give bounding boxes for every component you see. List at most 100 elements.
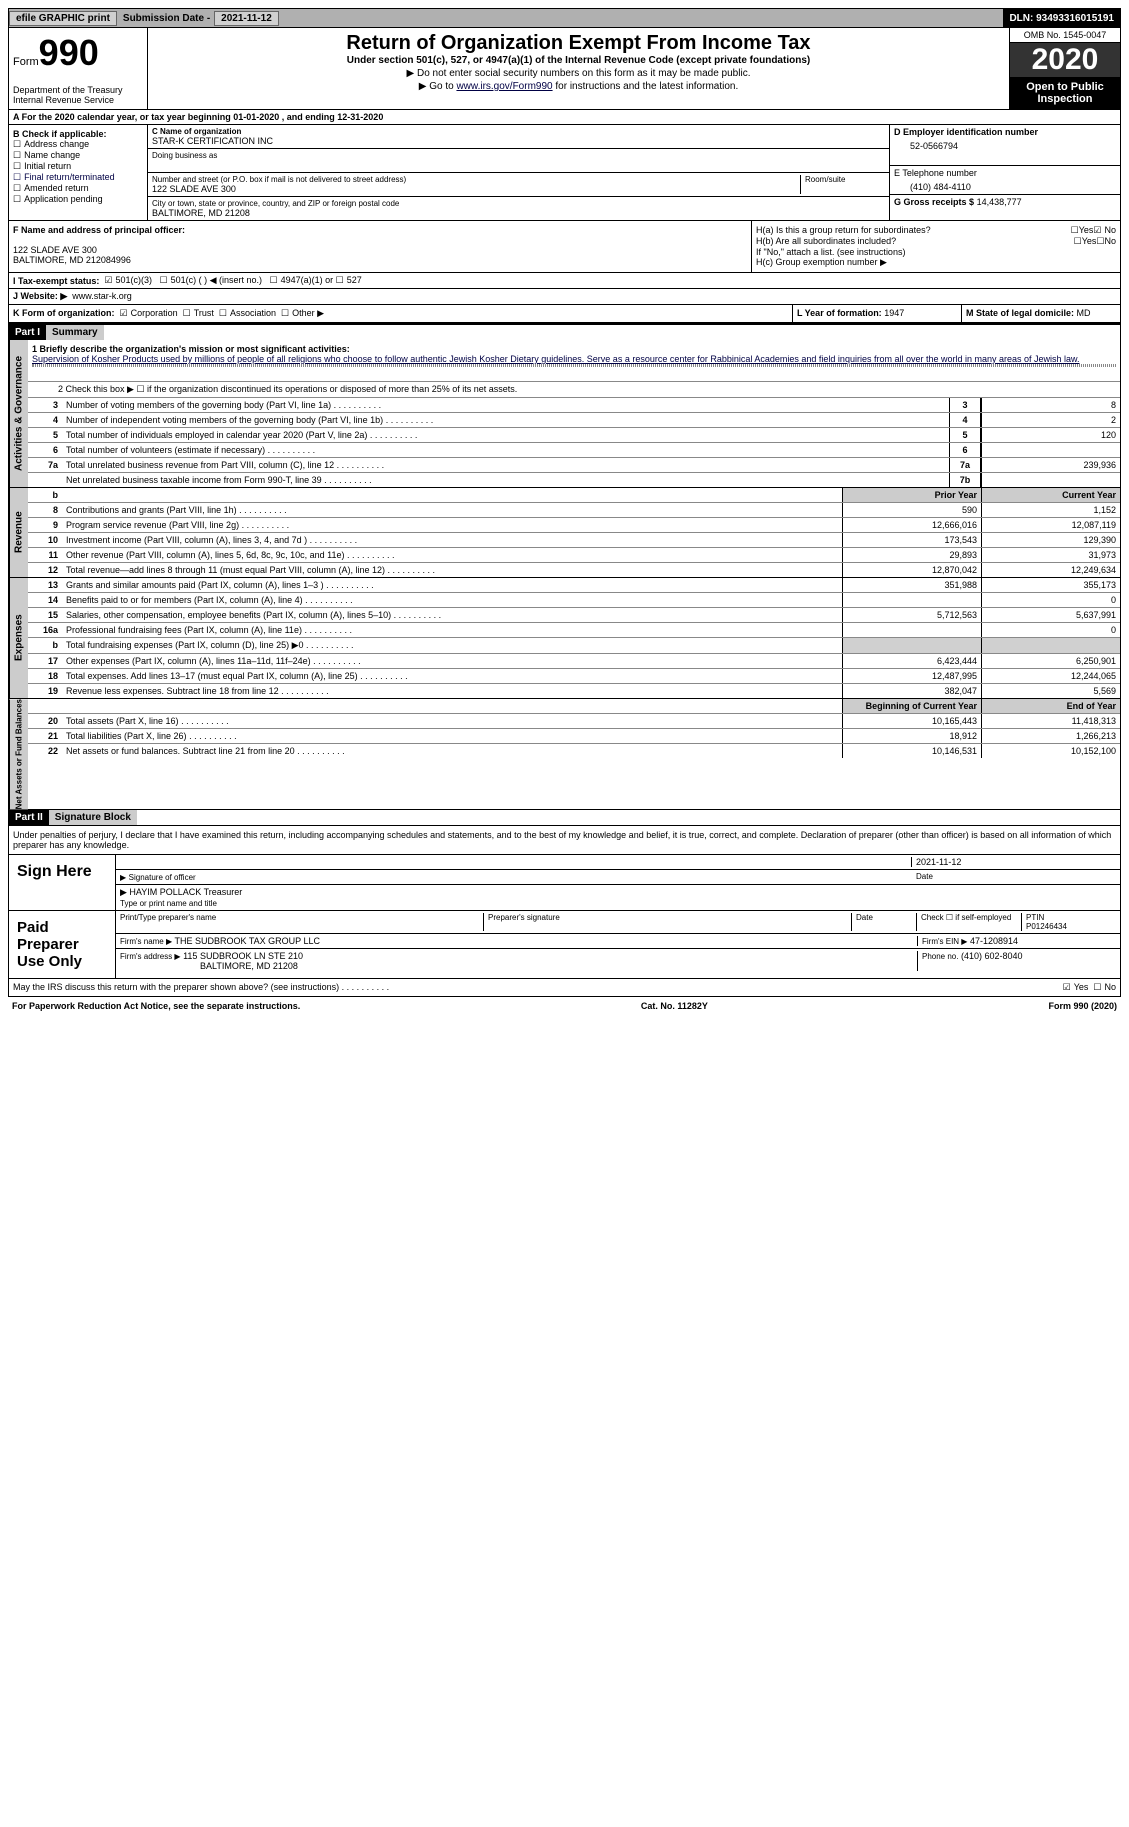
subdate-btn[interactable]: 2021-11-12	[214, 11, 279, 26]
b-name-change[interactable]: Name change	[13, 150, 143, 161]
perjury-text: Under penalties of perjury, I declare th…	[9, 826, 1120, 854]
line-desc: Total fundraising expenses (Part IX, col…	[62, 638, 842, 653]
b-pending[interactable]: Application pending	[13, 194, 143, 205]
i-527[interactable]: 527	[336, 275, 362, 286]
col-d-e-g: D Employer identification number 52-0566…	[889, 125, 1120, 220]
curr-val: 12,244,065	[981, 669, 1120, 683]
k-corp[interactable]: Corporation	[120, 308, 178, 318]
addr-box: Number and street (or P.O. box if mail i…	[148, 173, 889, 197]
firm-label: Firm's name ▶	[120, 937, 172, 946]
cat-no: Cat. No. 11282Y	[641, 1001, 708, 1011]
irs-link[interactable]: www.irs.gov/Form990	[456, 81, 552, 92]
line-num: 7a	[28, 458, 62, 472]
prior-val	[842, 593, 981, 607]
form-label: Form990	[13, 32, 143, 74]
line-desc: Salaries, other compensation, employee b…	[62, 608, 842, 622]
line-num: 4	[28, 413, 62, 427]
line-desc: Total number of volunteers (estimate if …	[62, 443, 949, 457]
line-desc: Grants and similar amounts paid (Part IX…	[62, 578, 842, 592]
eoy-hdr: End of Year	[981, 699, 1120, 713]
hb-no[interactable]: ☐No	[1096, 236, 1116, 247]
line-num: 9	[28, 518, 62, 532]
boy-val: 10,165,443	[842, 714, 981, 728]
room-label: Room/suite	[800, 175, 885, 194]
city-box: City or town, state or province, country…	[148, 197, 889, 220]
ein-value: 52-0566794	[894, 137, 1116, 151]
line-desc: Benefits paid to or for members (Part IX…	[62, 593, 842, 607]
discuss-text: May the IRS discuss this return with the…	[13, 982, 1063, 993]
discuss-no[interactable]: No	[1093, 982, 1116, 993]
k-assoc[interactable]: Association	[219, 308, 276, 318]
note2-post: for instructions and the latest informat…	[553, 81, 739, 92]
l-value: 1947	[884, 308, 904, 318]
header: Form990 Department of the Treasury Inter…	[8, 28, 1121, 110]
city-label: City or town, state or province, country…	[152, 199, 885, 208]
line-desc: Total unrelated business revenue from Pa…	[62, 458, 949, 472]
header-left: Form990 Department of the Treasury Inter…	[9, 28, 148, 109]
prior-val: 173,543	[842, 533, 981, 547]
sig-of-label: Signature of officer	[129, 873, 196, 882]
i-4947[interactable]: 4947(a)(1) or	[270, 275, 334, 286]
k-trust[interactable]: Trust	[183, 308, 214, 318]
line-desc: Total expenses. Add lines 13–17 (must eq…	[62, 669, 842, 683]
firm-name: THE SUDBROOK TAX GROUP LLC	[174, 936, 320, 946]
line-desc: Other revenue (Part VIII, column (A), li…	[62, 548, 842, 562]
curr-val: 12,249,634	[981, 563, 1120, 577]
firm-addr: 115 SUDBROOK LN STE 210	[183, 951, 303, 961]
line-desc: Revenue less expenses. Subtract line 18 …	[62, 684, 842, 698]
ha-yes[interactable]: ☐Yes	[1071, 225, 1094, 236]
sign-here-row: Sign Here 2021-11-12 ▶ Signature of offi…	[9, 854, 1120, 910]
efile-btn[interactable]: efile GRAPHIC print	[9, 11, 117, 26]
q1-text: Supervision of Kosher Products used by m…	[32, 354, 1116, 364]
line-desc: Net assets or fund balances. Subtract li…	[62, 744, 842, 758]
ha-no[interactable]: No	[1093, 225, 1116, 236]
part1: Part ISummary Activities & Governance 1 …	[8, 323, 1121, 810]
b-final[interactable]: Final return/terminated	[13, 172, 143, 183]
line-num: 20	[28, 714, 62, 728]
firm-addr-label: Firm's address ▶	[120, 952, 181, 961]
ptin-value: P01246434	[1026, 922, 1067, 931]
line-num: 6	[28, 443, 62, 457]
part2-title: Signature Block	[49, 810, 137, 825]
line-desc: Total number of individuals employed in …	[62, 428, 949, 442]
line-num: 17	[28, 654, 62, 668]
paid-label: Paid Preparer Use Only	[9, 911, 116, 978]
i-label: I Tax-exempt status:	[13, 276, 99, 286]
prep-self[interactable]: Check ☐ if self-employed	[916, 913, 1021, 931]
hb-yes[interactable]: ☐Yes	[1074, 236, 1097, 247]
line-num: 3	[28, 398, 62, 412]
curr-val: 355,173	[981, 578, 1120, 592]
i-501c3[interactable]: 501(c)(3)	[104, 275, 152, 286]
line-ref: 4	[949, 413, 981, 427]
sig-name-label: Type or print name and title	[120, 899, 217, 908]
i-501c[interactable]: 501(c) ( ) ◀ (insert no.)	[159, 275, 262, 286]
section-h: H(a) Is this a group return for subordin…	[751, 221, 1120, 272]
phone-value: (410) 602-8040	[961, 951, 1023, 961]
section-f-h: F Name and address of principal officer:…	[8, 221, 1121, 273]
top-bar: efile GRAPHIC print Submission Date - 20…	[8, 8, 1121, 28]
line-desc: Total revenue—add lines 8 through 11 (mu…	[62, 563, 842, 577]
line-val	[981, 443, 1120, 457]
prior-hdr: Prior Year	[842, 488, 981, 502]
b-initial[interactable]: Initial return	[13, 161, 143, 172]
note-link: ▶ Go to www.irs.gov/Form990 for instruct…	[152, 81, 1005, 92]
signature-block: Under penalties of perjury, I declare th…	[8, 826, 1121, 997]
b-addr-change[interactable]: Address change	[13, 139, 143, 150]
eoy-val: 1,266,213	[981, 729, 1120, 743]
f-addr2: BALTIMORE, MD 212084996	[13, 255, 747, 265]
k-other[interactable]: Other ▶	[281, 308, 324, 318]
section-f: F Name and address of principal officer:…	[9, 221, 751, 272]
line-val	[981, 473, 1120, 487]
eoy-val: 11,418,313	[981, 714, 1120, 728]
header-right: OMB No. 1545-0047 2020 Open to Public In…	[1009, 28, 1120, 109]
k-label: K Form of organization:	[13, 308, 115, 318]
line-ref: 7b	[949, 473, 981, 487]
line-val: 120	[981, 428, 1120, 442]
line-num: 5	[28, 428, 62, 442]
line-num: 21	[28, 729, 62, 743]
f-label: F Name and address of principal officer:	[13, 225, 747, 235]
rev-vlabel: Revenue	[9, 488, 28, 577]
j-website: www.star-k.org	[72, 291, 132, 301]
discuss-yes[interactable]: Yes	[1063, 982, 1089, 993]
b-amended[interactable]: Amended return	[13, 183, 143, 194]
